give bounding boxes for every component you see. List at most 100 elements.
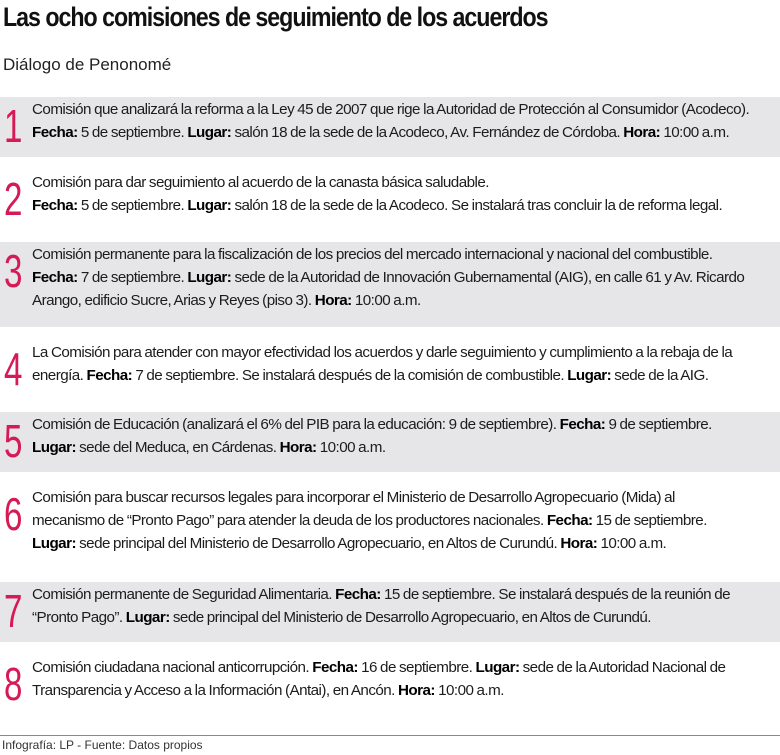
field-text: energía. <box>32 367 87 384</box>
field-label: Fecha: <box>32 124 78 141</box>
field-text: 16 de septiembre. <box>357 659 476 676</box>
description-line: Comisión de Educación (analizará el 6% d… <box>32 413 774 436</box>
commission-number: 7 <box>4 585 23 637</box>
field-label: Fecha: <box>32 197 78 214</box>
field-text: 7 de septiembre. Se instalará después de… <box>132 367 568 384</box>
field-label: Fecha: <box>86 367 133 384</box>
description-line: Fecha: 5 de septiembre. Lugar: salón 18 … <box>32 121 774 144</box>
field-text: sede de la Autoridad de Innovación Guber… <box>231 269 745 286</box>
commission-number: 1 <box>4 100 23 152</box>
description-line: energía. Fecha: 7 de septiembre. Se inst… <box>32 364 774 387</box>
field-text: Comisión para dar seguimiento al acuerdo… <box>32 174 489 191</box>
description-line: Comisión para buscar recursos legales pa… <box>32 486 774 509</box>
commission-item: 6 Comisión para buscar recursos legales p… <box>0 485 780 570</box>
field-label: Lugar: <box>187 269 232 286</box>
field-text: sede principal del Ministerio de Desarro… <box>75 535 561 552</box>
commission-description: Comisión para dar seguimiento al acuerdo… <box>32 171 774 217</box>
commission-description: Comisión permanente para la fiscalizació… <box>32 243 774 312</box>
commission-number: 2 <box>4 173 23 225</box>
description-line: La Comisión para atender con mayor efect… <box>32 341 774 364</box>
field-label: Hora: <box>560 535 598 552</box>
field-label: Fecha: <box>312 659 358 676</box>
description-line: Fecha: 5 de septiembre. Lugar: salón 18 … <box>32 194 774 217</box>
field-text: sede principal del Ministerio de Desarro… <box>169 609 652 626</box>
commission-item: 3 Comisión permanente para la fiscalizaci… <box>0 242 780 327</box>
field-text: 10:00 a.m. <box>660 124 730 141</box>
field-text: 5 de septiembre. <box>77 197 188 214</box>
field-text: Comisión para buscar recursos legales pa… <box>32 489 675 506</box>
commission-number: 4 <box>4 343 23 395</box>
field-label: Lugar: <box>32 439 77 456</box>
page-subtitle: Diálogo de Penonomé <box>3 55 172 74</box>
commission-number: 8 <box>4 658 23 710</box>
commission-number: 3 <box>4 245 23 297</box>
field-text: sede de la AIG. <box>611 367 709 384</box>
field-text: 15 de septiembre. Se instalará después d… <box>380 586 731 603</box>
field-text: 10:00 a.m. <box>316 439 386 456</box>
commission-item: 4 La Comisión para atender con mayor efec… <box>0 340 780 400</box>
description-line: Lugar: sede principal del Ministerio de … <box>32 532 774 555</box>
description-line: Comisión que analizará la reforma a la L… <box>32 98 774 121</box>
field-label: Fecha: <box>559 416 606 433</box>
field-text: Transparencia y Acceso a la Información … <box>32 682 399 699</box>
commission-description: Comisión que analizará la reforma a la L… <box>32 98 774 144</box>
commission-number: 6 <box>4 488 23 540</box>
field-label: Fecha: <box>32 269 78 286</box>
field-label: Fecha: <box>546 512 593 529</box>
commission-description: Comisión permanente de Seguridad Aliment… <box>32 583 774 629</box>
field-label: Hora: <box>314 292 352 309</box>
field-text: La Comisión para atender con mayor efect… <box>32 344 733 361</box>
field-label: Hora: <box>398 682 435 699</box>
commission-item: 7 Comisión permanente de Seguridad Alimen… <box>0 582 780 642</box>
field-text: 10:00 a.m. <box>597 535 667 552</box>
field-text: Comisión permanente de Seguridad Aliment… <box>32 586 336 603</box>
field-label: Lugar: <box>475 659 521 676</box>
description-line: “Pronto Pago”. Lugar: sede principal del… <box>32 606 774 629</box>
field-text: Comisión permanente para la fiscalizació… <box>32 246 713 263</box>
description-line: mecanismo de “Pronto Pago” para atender … <box>32 509 774 532</box>
field-label: Lugar: <box>32 535 77 552</box>
field-text: 15 de septiembre. <box>592 512 708 529</box>
field-text: mecanismo de “Pronto Pago” para atender … <box>32 512 547 529</box>
field-text: Comisión ciudadana nacional anticorrupci… <box>32 659 313 676</box>
description-line: Comisión permanente de Seguridad Aliment… <box>32 583 774 606</box>
commission-item: 8 Comisión ciudadana nacional anticorrupc… <box>0 655 780 715</box>
field-text: 7 de septiembre. <box>77 269 188 286</box>
field-text: Arango, edificio Sucre, Arias y Reyes (p… <box>32 292 315 309</box>
field-text: Comisión de Educación (analizará el 6% d… <box>32 416 560 433</box>
commission-description: Comisión para buscar recursos legales pa… <box>32 486 774 555</box>
field-label: Lugar: <box>187 124 232 141</box>
field-text: 10:00 a.m. <box>351 292 421 309</box>
field-text: sede del Meduca, en Cárdenas. <box>75 439 280 456</box>
field-text: 5 de septiembre. <box>77 124 188 141</box>
field-text: 10:00 a.m. <box>434 682 504 699</box>
description-line: Comisión permanente para la fiscalizació… <box>32 243 774 266</box>
commission-description: Comisión de Educación (analizará el 6% d… <box>32 413 774 459</box>
field-label: Lugar: <box>125 609 171 626</box>
field-text: “Pronto Pago”. <box>32 609 126 626</box>
field-label: Fecha: <box>335 586 381 603</box>
field-text: 9 de septiembre. <box>605 416 712 433</box>
field-label: Hora: <box>623 124 661 141</box>
field-text: Comisión que analizará la reforma a la L… <box>32 101 750 118</box>
description-line: Fecha: 7 de septiembre. Lugar: sede de l… <box>32 266 774 289</box>
description-line: Lugar: sede del Meduca, en Cárdenas. Hor… <box>32 436 774 459</box>
commission-item: 5 Comisión de Educación (analizará el 6% … <box>0 412 780 472</box>
field-label: Hora: <box>279 439 317 456</box>
commission-description: Comisión ciudadana nacional anticorrupci… <box>32 656 774 702</box>
field-text: salón 18 de la sede de la Acodeco, Av. F… <box>231 124 624 141</box>
description-line: Comisión ciudadana nacional anticorrupci… <box>32 656 774 679</box>
description-line: Arango, edificio Sucre, Arias y Reyes (p… <box>32 289 774 312</box>
commission-item: 2 Comisión para dar seguimiento al acuerd… <box>0 170 780 230</box>
description-line: Comisión para dar seguimiento al acuerdo… <box>32 171 774 194</box>
commission-number: 5 <box>4 415 23 467</box>
field-text: sede de la Autoridad Nacional de <box>519 659 726 676</box>
commission-description: La Comisión para atender con mayor efect… <box>32 341 774 387</box>
commission-item: 1 Comisión que analizará la reforma a la … <box>0 97 780 157</box>
field-label: Lugar: <box>567 367 612 384</box>
footer-divider <box>0 735 780 736</box>
page-title: Las ocho comisiones de seguimiento de lo… <box>3 2 549 32</box>
field-text: salón 18 de la sede de la Acodeco. Se in… <box>231 197 723 214</box>
footer-credit: Infografía: LP - Fuente: Datos propios <box>2 738 203 752</box>
field-label: Lugar: <box>187 197 232 214</box>
